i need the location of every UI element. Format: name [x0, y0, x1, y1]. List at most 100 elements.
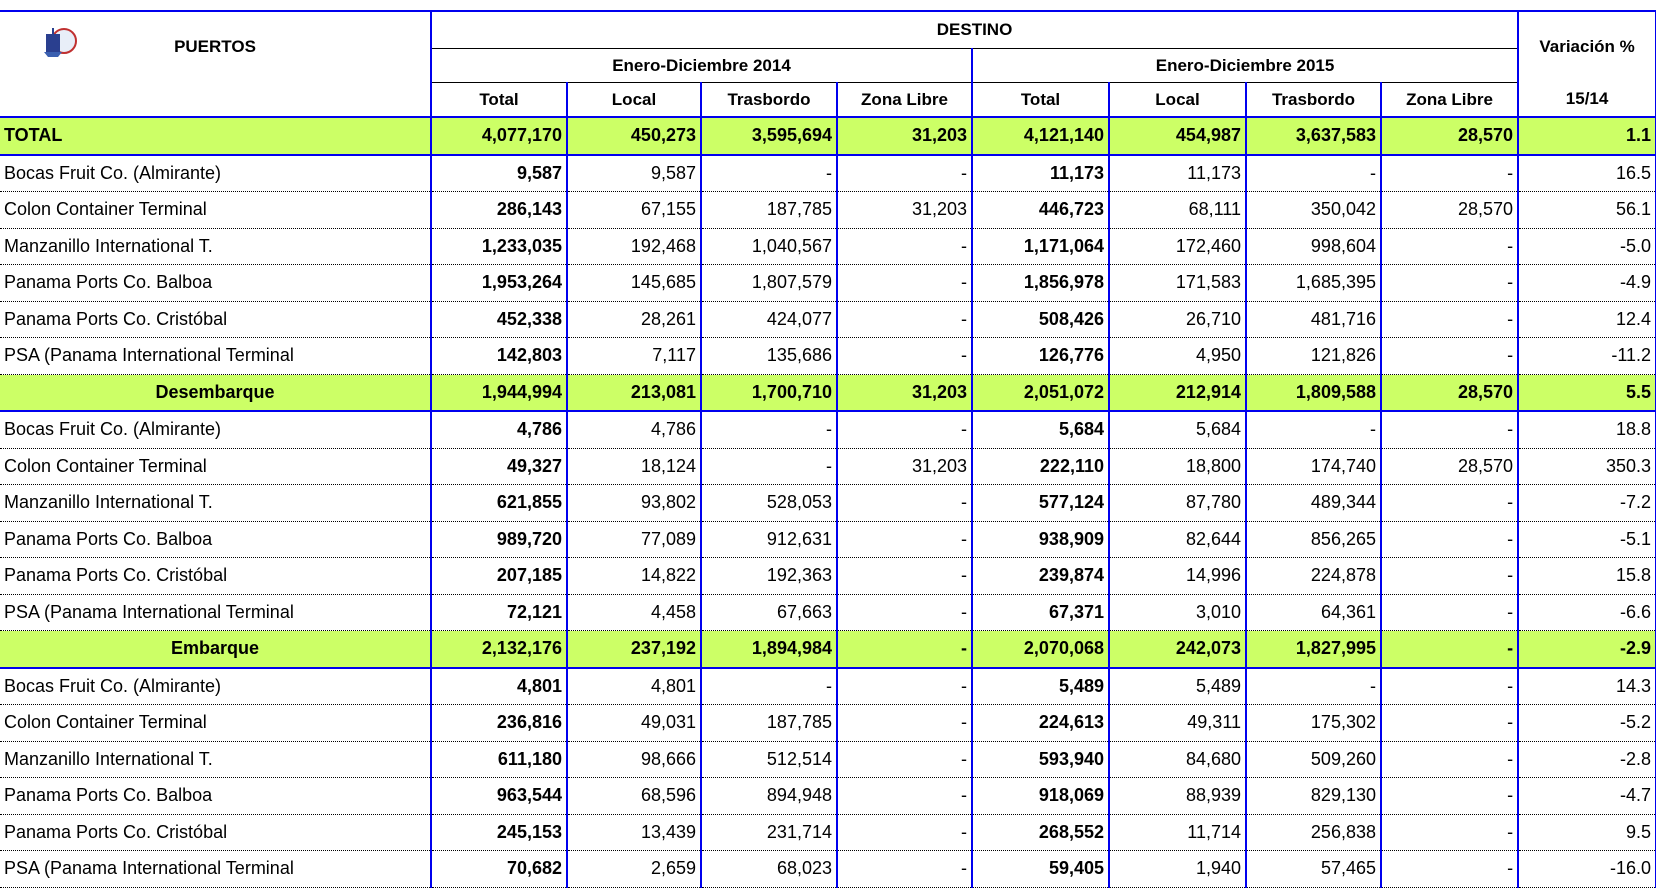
port-name: Panama Ports Co. Cristóbal — [0, 301, 432, 338]
value-cell: - — [1381, 264, 1520, 302]
ports-header: PUERTOS — [174, 37, 256, 57]
column-header: Zona Libre — [1381, 82, 1520, 118]
port-row: Manzanillo International T. 621,855 93,802… — [0, 484, 1656, 522]
value-cell: 77,089 — [567, 521, 702, 558]
value-cell: 1,685,395 — [1246, 264, 1382, 302]
value-cell: - — [1246, 411, 1382, 449]
port-row: Manzanillo International T. 611,180 98,666… — [0, 741, 1656, 778]
value-cell: 31,203 — [837, 374, 973, 412]
value-cell: - — [1381, 667, 1520, 705]
value-cell: 28,261 — [567, 301, 702, 338]
port-row: Bocas Fruit Co. (Almirante) 4,786 4,786- -5… — [0, 411, 1656, 449]
period-header: Enero-Diciembre 2014 — [431, 48, 973, 83]
value-cell: 912,631 — [701, 521, 838, 558]
value-cell: 64,361 — [1246, 594, 1382, 631]
value-cell: 84,680 — [1109, 741, 1247, 778]
port-name: Panama Ports Co. Balboa — [0, 521, 432, 558]
value-cell: - — [1381, 484, 1520, 522]
value-cell: - — [837, 521, 973, 558]
value-cell: -2.9 — [1518, 630, 1656, 669]
value-cell: 67,663 — [701, 594, 838, 631]
value-cell: - — [1246, 667, 1382, 705]
value-cell: 5,684 — [972, 411, 1110, 449]
value-cell: 268,552 — [972, 814, 1110, 851]
port-row: Colon Container Terminal 286,143 67,155 187… — [0, 191, 1656, 229]
port-name: TOTAL — [0, 117, 432, 156]
value-cell: 512,514 — [701, 741, 838, 778]
value-cell: 621,855 — [431, 484, 568, 522]
value-cell: 1,944,994 — [431, 374, 568, 412]
value-cell: 87,780 — [1109, 484, 1247, 522]
value-cell: 28,570 — [1381, 374, 1520, 412]
value-cell: 452,338 — [431, 301, 568, 338]
column-header-row: Total Local Trasbordo Zona Libre Total Local T… — [0, 82, 1656, 118]
value-cell: 508,426 — [972, 301, 1110, 338]
value-cell: 481,716 — [1246, 301, 1382, 338]
port-name: Embarque — [0, 630, 432, 669]
value-cell: - — [837, 594, 973, 631]
value-cell: 1,856,978 — [972, 264, 1110, 302]
value-cell: 88,939 — [1109, 777, 1247, 815]
value-cell: 350,042 — [1246, 191, 1382, 229]
destino-header: DESTINO — [431, 10, 1520, 49]
value-cell: 5,489 — [972, 667, 1110, 705]
value-cell: 450,273 — [567, 117, 702, 156]
value-cell: 1,809,588 — [1246, 374, 1382, 412]
value-cell: 1.1 — [1518, 117, 1656, 156]
value-cell: 577,124 — [972, 484, 1110, 522]
page: PUERTOS DESTINO Variación % Enero-Diciem… — [0, 10, 1656, 888]
value-cell: 237,192 — [567, 630, 702, 669]
value-cell: 4,786 — [431, 411, 568, 449]
value-cell: 918,069 — [972, 777, 1110, 815]
value-cell: -2.8 — [1518, 741, 1656, 778]
port-name: Panama Ports Co. Balboa — [0, 264, 432, 302]
column-header: Zona Libre — [837, 82, 973, 118]
value-cell: 446,723 — [972, 191, 1110, 229]
column-header: Trasbordo — [1246, 82, 1382, 118]
value-cell: - — [837, 850, 973, 888]
value-cell: 2,051,072 — [972, 374, 1110, 412]
port-row: Panama Ports Co. Balboa 1,953,264 145,685 1… — [0, 264, 1656, 302]
value-cell: 121,826 — [1246, 337, 1382, 375]
value-cell: - — [1381, 301, 1520, 338]
port-row: Panama Ports Co. Balboa 963,544 68,596 894,… — [0, 777, 1656, 815]
port-row: Bocas Fruit Co. (Almirante) 9,587 9,587- -1… — [0, 154, 1656, 192]
value-cell: - — [837, 814, 973, 851]
value-cell: - — [1381, 594, 1520, 631]
value-cell: 145,685 — [567, 264, 702, 302]
value-cell: 192,468 — [567, 228, 702, 265]
value-cell: 593,940 — [972, 741, 1110, 778]
port-name: Panama Ports Co. Balboa — [0, 777, 432, 815]
value-cell: 256,838 — [1246, 814, 1382, 851]
total-row: TOTAL 4,077,170 450,273 3,595,694 31,203 4,12… — [0, 117, 1656, 156]
value-cell: - — [701, 667, 838, 705]
value-cell: - — [701, 154, 838, 192]
value-cell: 4,950 — [1109, 337, 1247, 375]
value-cell: -5.0 — [1518, 228, 1656, 265]
value-cell: 98,666 — [567, 741, 702, 778]
value-cell: - — [837, 337, 973, 375]
value-cell: - — [837, 667, 973, 705]
value-cell: - — [1381, 337, 1520, 375]
value-cell: 28,570 — [1381, 191, 1520, 229]
value-cell: 72,121 — [431, 594, 568, 631]
value-cell: -4.7 — [1518, 777, 1656, 815]
value-cell: 224,878 — [1246, 557, 1382, 595]
value-cell: 350.3 — [1518, 448, 1656, 485]
port-row: Colon Container Terminal 236,816 49,031 187… — [0, 704, 1656, 742]
value-cell: 28,570 — [1381, 448, 1520, 485]
port-name: Panama Ports Co. Cristóbal — [0, 557, 432, 595]
value-cell: 938,909 — [972, 521, 1110, 558]
value-cell: 31,203 — [837, 191, 973, 229]
port-name: Manzanillo International T. — [0, 741, 432, 778]
value-cell: 245,153 — [431, 814, 568, 851]
blank-cell — [0, 82, 432, 118]
value-cell: 829,130 — [1246, 777, 1382, 815]
value-cell: 4,801 — [567, 667, 702, 705]
value-cell: - — [837, 154, 973, 192]
value-cell: 12.4 — [1518, 301, 1656, 338]
value-cell: 82,644 — [1109, 521, 1247, 558]
value-cell: - — [837, 630, 973, 669]
value-cell: 424,077 — [701, 301, 838, 338]
value-cell: 18,800 — [1109, 448, 1247, 485]
